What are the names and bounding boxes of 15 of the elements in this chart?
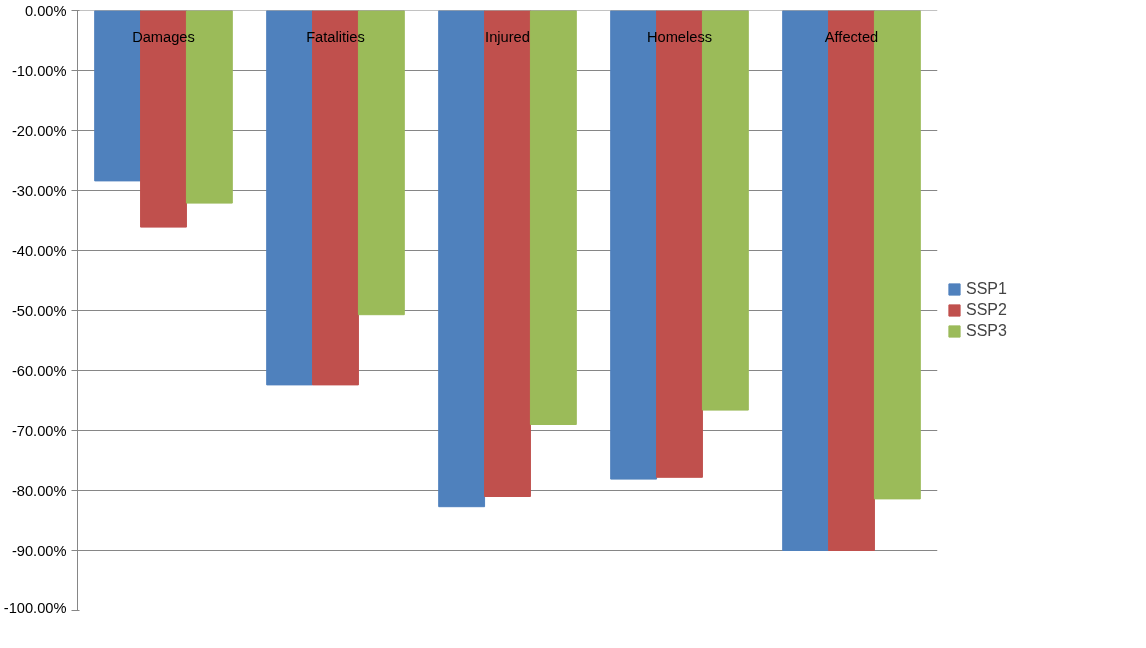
y-tick-label: -90.00% [11,542,67,559]
y-tick-label: -70.00% [11,422,67,439]
y-tick-label: -40.00% [11,242,67,259]
y-tick-label: -60.00% [11,362,67,379]
x-tick-label: Injured [485,28,530,45]
y-tick-label: -50.00% [11,302,67,319]
y-tick-label: -80.00% [11,482,67,499]
y-tick-label: 0.00% [24,2,67,19]
y-tick-label: -10.00% [11,62,67,79]
legend-label: SSP2 [966,301,1007,319]
y-tick-label: -30.00% [11,182,67,199]
legend-label: SSP1 [966,280,1007,298]
y-tick-label: -20.00% [11,122,67,139]
legend-label: SSP3 [966,322,1007,340]
y-tick-label: -100.00% [3,599,67,616]
